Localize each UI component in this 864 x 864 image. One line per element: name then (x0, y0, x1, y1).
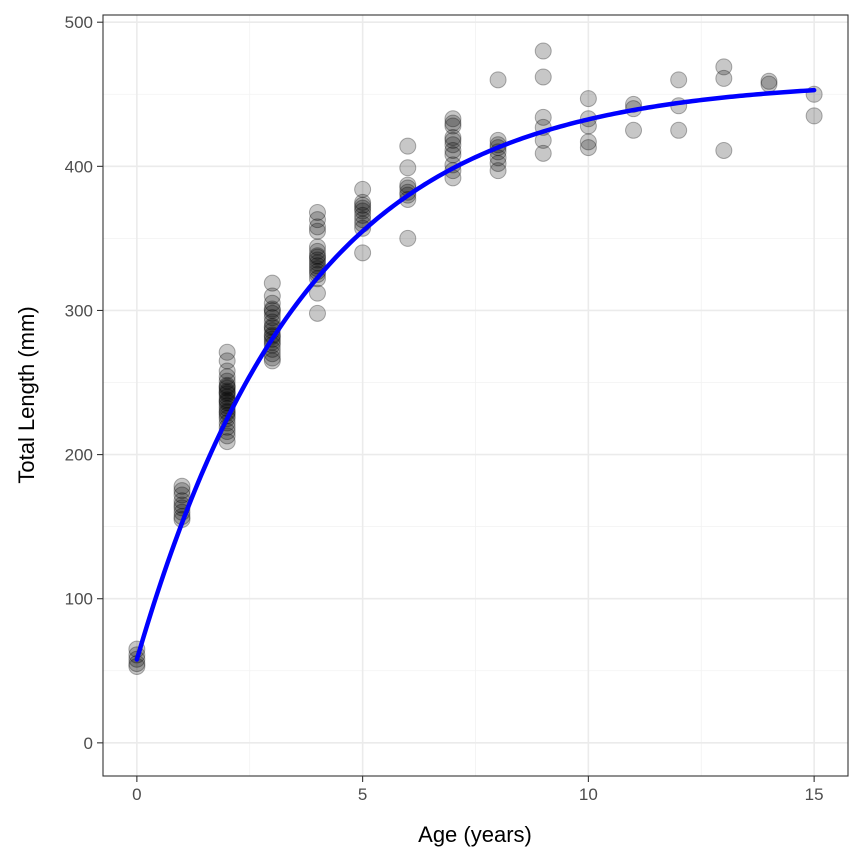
y-tick-label: 100 (65, 590, 93, 609)
data-point (218, 379, 236, 397)
y-tick-label: 200 (65, 446, 93, 465)
data-point (263, 309, 281, 327)
y-tick-label: 500 (65, 13, 93, 32)
x-tick-label: 10 (579, 785, 598, 804)
data-point (354, 180, 372, 198)
data-point (263, 304, 281, 322)
data-point (263, 287, 281, 305)
data-point (670, 121, 688, 139)
data-point (354, 206, 372, 224)
data-point (218, 368, 236, 386)
data-point (308, 222, 326, 240)
data-point (489, 162, 507, 180)
data-point (444, 117, 462, 135)
data-point (308, 251, 326, 269)
data-point (308, 284, 326, 302)
data-point (534, 42, 552, 60)
data-point (263, 300, 281, 318)
data-point (263, 294, 281, 312)
panel-border (102, 14, 849, 777)
x-tick-label: 5 (358, 785, 367, 804)
data-point (308, 211, 326, 229)
data-point (308, 242, 326, 260)
data-point (534, 68, 552, 86)
data-point (715, 58, 733, 76)
x-tick-label: 0 (132, 785, 141, 804)
data-point (218, 378, 236, 396)
data-point (263, 301, 281, 319)
data-point (579, 133, 597, 151)
data-point (444, 141, 462, 159)
data-point (218, 384, 236, 402)
data-point (354, 199, 372, 217)
data-point (354, 202, 372, 220)
data-point (715, 141, 733, 159)
data-point (308, 254, 326, 272)
data-point (263, 349, 281, 367)
y-axis-title: Total Length (mm) (14, 306, 39, 483)
data-point (399, 229, 417, 247)
data-point (173, 482, 191, 500)
data-point (399, 137, 417, 155)
data-point (218, 433, 236, 451)
data-point (218, 372, 236, 390)
data-point (308, 304, 326, 322)
data-point (489, 71, 507, 89)
fit-curve-group (134, 87, 817, 662)
y-tick-label: 400 (65, 157, 93, 176)
data-point (489, 154, 507, 172)
data-point (579, 90, 597, 108)
data-point (218, 376, 236, 394)
data-point (579, 139, 597, 157)
data-point (354, 211, 372, 229)
data-point (670, 71, 688, 89)
axis-ticks: 0 5 10 15 0 100 200 300 400 500 (65, 13, 824, 804)
data-point (173, 477, 191, 495)
data-point (218, 385, 236, 403)
data-point (218, 362, 236, 380)
data-point (218, 343, 236, 361)
data-point (263, 313, 281, 331)
data-point (444, 110, 462, 128)
data-point (625, 121, 643, 139)
y-tick-label: 0 (84, 734, 93, 753)
fit-curve (134, 87, 817, 662)
grid (103, 15, 848, 776)
data-point (308, 247, 326, 265)
data-point (354, 196, 372, 214)
data-point (354, 193, 372, 211)
data-point (263, 274, 281, 292)
data-point (308, 238, 326, 256)
x-axis-title: Age (years) (418, 822, 532, 847)
data-point (308, 218, 326, 236)
data-point (354, 244, 372, 262)
data-point (308, 248, 326, 266)
data-point (308, 203, 326, 221)
y-tick-label: 300 (65, 301, 93, 320)
data-point (173, 486, 191, 504)
data-point (218, 352, 236, 370)
data-point (444, 146, 462, 164)
data-point (534, 144, 552, 162)
data-point (715, 69, 733, 87)
data-point (444, 114, 462, 132)
data-point (760, 72, 778, 90)
data-point (263, 352, 281, 370)
data-point (444, 131, 462, 149)
data-point (444, 136, 462, 154)
data-point (534, 108, 552, 126)
data-point (218, 388, 236, 406)
data-point (218, 382, 236, 400)
data-point (805, 107, 823, 125)
data-point (760, 75, 778, 93)
x-tick-label: 15 (805, 785, 824, 804)
data-point (399, 159, 417, 177)
data-point (444, 129, 462, 147)
